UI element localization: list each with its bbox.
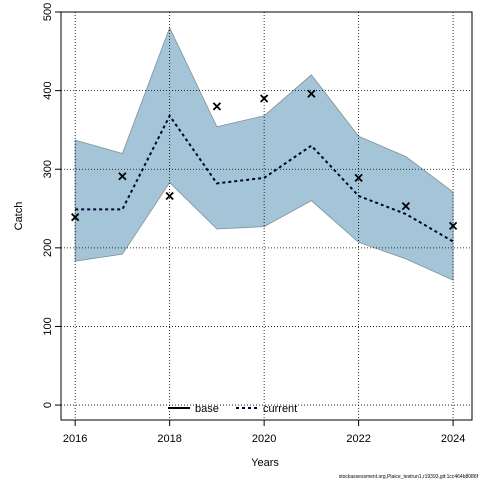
- plot-frame: [60, 11, 473, 421]
- x-tick-label: 2022: [346, 433, 370, 445]
- x-tick-label: 2020: [252, 433, 276, 445]
- legend-label: current: [263, 403, 297, 415]
- observed-point: [165, 191, 174, 201]
- x-tick-label: 2024: [441, 433, 465, 445]
- y-tick-label: 0: [42, 402, 54, 408]
- y-tick-label: 100: [42, 317, 54, 335]
- y-tick-label: 500: [42, 3, 54, 21]
- observed-point: [212, 102, 222, 111]
- y-tick-label: 200: [42, 239, 54, 257]
- observed-point: [307, 89, 316, 98]
- y-axis-label: Catch: [13, 202, 25, 231]
- footer: stockassessment.org,Plaice_testrun1,r193…: [339, 474, 479, 480]
- y-tick-label: 400: [42, 81, 54, 99]
- observed-point: [401, 202, 410, 211]
- observed-point: [448, 221, 458, 230]
- observed-point: [118, 172, 127, 181]
- observed-point: [260, 94, 269, 103]
- observed-point: [354, 173, 363, 183]
- x-axis-label: Years: [251, 457, 279, 469]
- observed-point: [71, 213, 80, 222]
- legend-label: base: [195, 403, 219, 415]
- x-tick-label: 2016: [63, 433, 87, 445]
- x-tick-label: 2018: [157, 433, 181, 445]
- y-tick-label: 300: [42, 160, 54, 178]
- series-line: [75, 113, 454, 243]
